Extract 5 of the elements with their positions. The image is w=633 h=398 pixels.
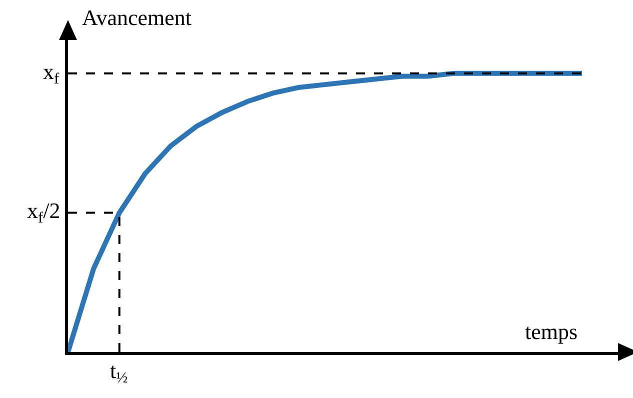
ref-line-label: x$_{f}$/2 xyxy=(27,198,60,227)
ref-line-label: x$_{f}$ xyxy=(43,59,60,88)
y-axis-title: Avancement xyxy=(82,5,192,30)
text: t$_{½}$ xyxy=(110,358,128,387)
x-axis-title: temps xyxy=(525,319,578,344)
